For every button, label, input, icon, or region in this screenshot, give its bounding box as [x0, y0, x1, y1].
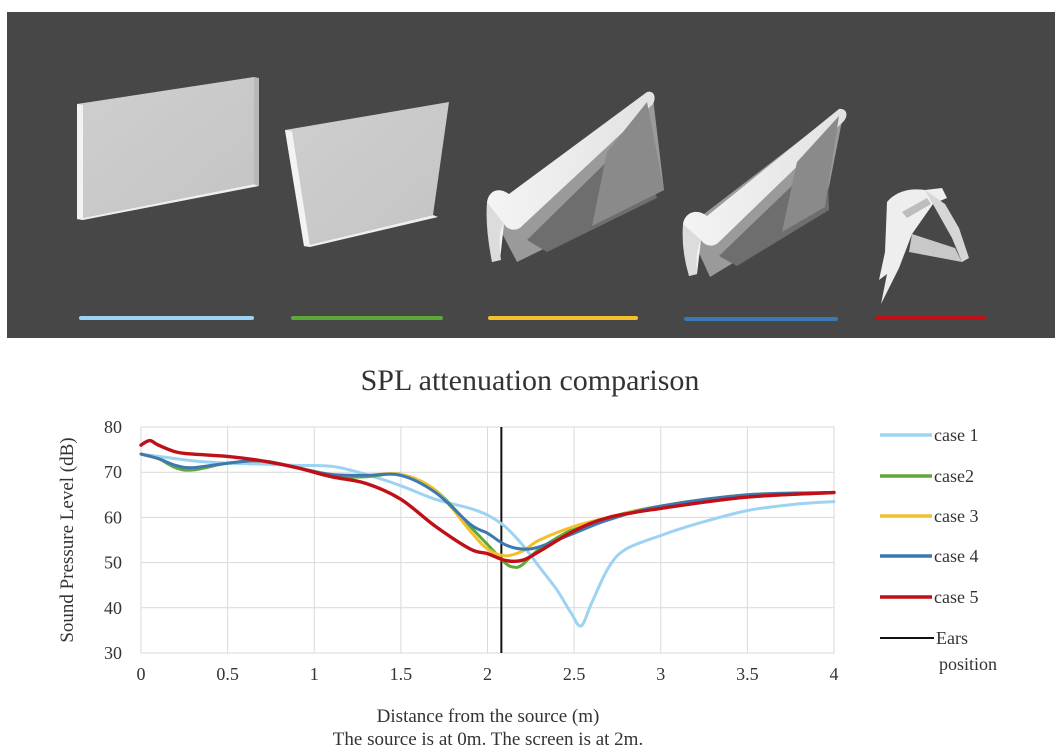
model-ear-shell: [879, 188, 969, 304]
y-tick-label-3: 60: [104, 507, 122, 527]
x-tick-label-5: 2.5: [563, 664, 586, 684]
y-tick-labels: 30 40 50 60 70 80: [104, 417, 122, 663]
y-axis-label: Sound Pressure Level (dB): [57, 437, 78, 642]
y-tick-label-0: 30: [104, 643, 122, 663]
legend-label-2: case2: [934, 466, 974, 486]
x-tick-label-0: 0: [137, 664, 146, 684]
x-tick-label-3: 1.5: [390, 664, 413, 684]
model-tilted-panel: [285, 102, 449, 247]
legend-label-3: case 3: [934, 506, 978, 526]
model-flat-panel: [77, 77, 259, 220]
y-tick-label-2: 50: [104, 553, 122, 573]
legend-label-6: Ears: [936, 628, 968, 648]
series-line-case-5: [139, 438, 836, 564]
x-tick-labels: 0 0.5 1 1.5 2 2.5 3 3.5 4: [137, 664, 839, 684]
case-4-line: [684, 317, 838, 321]
x-tick-label-6: 3: [656, 664, 665, 684]
y-tick-label-1: 40: [104, 598, 122, 618]
legend-label-5: case 5: [934, 587, 978, 607]
case-5-line: [875, 316, 985, 320]
legend-label-6-line2: position: [939, 654, 997, 674]
models-illustration: [77, 77, 985, 321]
chart-caption: The source is at 0m. The screen is at 2m…: [333, 729, 643, 750]
y-tick-label-5: 80: [104, 417, 122, 437]
y-tick-label-4: 70: [104, 462, 122, 482]
chart-title: SPL attenuation comparison: [361, 364, 700, 397]
models-panel: [7, 12, 1055, 338]
x-tick-label-7: 3.5: [736, 664, 759, 684]
chart-series: [139, 438, 836, 628]
legend-label-4: case 4: [934, 546, 978, 566]
chart-grid: [140, 426, 835, 654]
x-tick-label-2: 1: [310, 664, 319, 684]
model-curved-barrier: [486, 91, 664, 263]
model-curved-barrier-variant: [682, 108, 847, 277]
x-tick-label-4: 2: [483, 664, 492, 684]
case-3-line: [488, 316, 638, 320]
case-1-line: [79, 316, 254, 320]
x-axis-label: Distance from the source (m): [377, 706, 600, 727]
case-2-line: [291, 316, 443, 320]
chart-legend: case 1 case2 case 3 case 4 case 5 Ears positio…: [880, 425, 997, 674]
x-tick-label-8: 4: [830, 664, 839, 684]
x-tick-label-1: 0.5: [216, 664, 239, 684]
series-line-case-4: [139, 452, 836, 551]
legend-label-1: case 1: [934, 425, 978, 445]
